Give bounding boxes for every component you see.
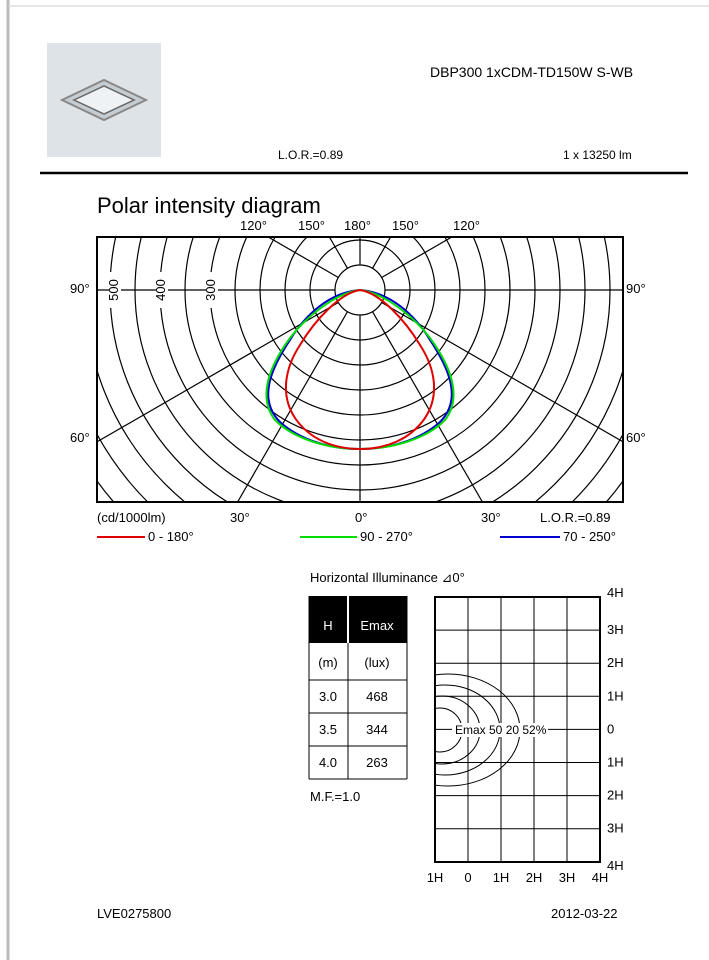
polar-title: Polar intensity diagram: [97, 193, 321, 218]
legend: 0 - 180° 90 - 270° 70 - 250°: [97, 529, 616, 544]
polar-ray: [0, 303, 338, 641]
table: H Emax (m) (lux) 3.0 468 3.5 344 4.0 263: [309, 596, 407, 779]
product-image: [47, 43, 161, 157]
table-cell: 468: [366, 689, 388, 704]
y-label: 1H: [607, 688, 624, 703]
polar-ray: [382, 0, 709, 278]
angle-label: 180°: [344, 218, 371, 233]
polar-ray: [10, 312, 348, 897]
polar-ray: [382, 303, 709, 641]
polar-ray: [373, 312, 709, 897]
lor: L.O.R.=0.89: [540, 510, 610, 525]
x-label: 3H: [559, 870, 576, 885]
y-label: 1H: [607, 755, 624, 770]
units: (cd/1000lm): [97, 510, 166, 525]
lor: L.O.R.=0.89: [278, 148, 343, 162]
y-label: 3H: [607, 622, 624, 637]
x-label: 1H: [493, 870, 510, 885]
table-cell: 263: [366, 755, 388, 770]
angle-label: 120°: [453, 218, 480, 233]
legend-label: 0 - 180°: [148, 529, 194, 544]
table-cell: 4.0: [319, 755, 337, 770]
table-header: Emax: [360, 618, 394, 633]
legend-label: 90 - 270°: [360, 529, 413, 544]
radius-label: 300: [203, 279, 218, 301]
radius-label: 500: [106, 279, 121, 301]
x-label: 1H: [427, 870, 444, 885]
y-label: 4H: [607, 585, 624, 600]
contour-label: Emax 50 20 52%: [455, 723, 547, 737]
table-cell: 3.5: [319, 722, 337, 737]
angle-label: 30°: [481, 510, 501, 525]
y-label: 2H: [607, 655, 624, 670]
angle-label: 90°: [70, 281, 90, 296]
illuminance-title: Horizontal Illuminance ⊿0°: [310, 570, 465, 585]
table-cell: 3.0: [319, 689, 337, 704]
polar-ray: [373, 0, 709, 268]
mf: M.F.=1.0: [310, 789, 360, 804]
page: DBP300 1xCDM-TD150W S-WB L.O.R.=0.89 1 x…: [0, 0, 709, 960]
angle-label: 150°: [298, 218, 325, 233]
radius-label: 400: [153, 279, 168, 301]
table-unit: (m): [318, 655, 338, 670]
y-label: 0: [607, 721, 614, 736]
angle-label: 60°: [70, 430, 90, 445]
y-label: 2H: [607, 788, 624, 803]
angle-label: 30°: [230, 510, 250, 525]
document: DBP300 1xCDM-TD150W S-WB L.O.R.=0.89 1 x…: [0, 0, 709, 960]
angle-label: 120°: [240, 218, 267, 233]
footer-date: 2012-03-22: [551, 906, 618, 921]
product-name: DBP300 1xCDM-TD150W S-WB: [430, 64, 633, 80]
x-label: 2H: [526, 870, 543, 885]
x-label: 0: [464, 870, 471, 885]
flux: 1 x 13250 lm: [563, 148, 632, 162]
angle-label: 90°: [626, 281, 646, 296]
table-cell: 344: [366, 722, 388, 737]
table-unit: (lux): [364, 655, 389, 670]
table-header: H: [323, 618, 332, 633]
x-label: 4H: [592, 870, 609, 885]
legend-label: 70 - 250°: [563, 529, 616, 544]
footer-code: LVE0275800: [97, 906, 171, 921]
y-label: 3H: [607, 821, 624, 836]
angle-label: 60°: [626, 430, 646, 445]
angle-label: 0°: [355, 510, 367, 525]
angle-label: 150°: [392, 218, 419, 233]
y-label: 4H: [607, 858, 624, 873]
